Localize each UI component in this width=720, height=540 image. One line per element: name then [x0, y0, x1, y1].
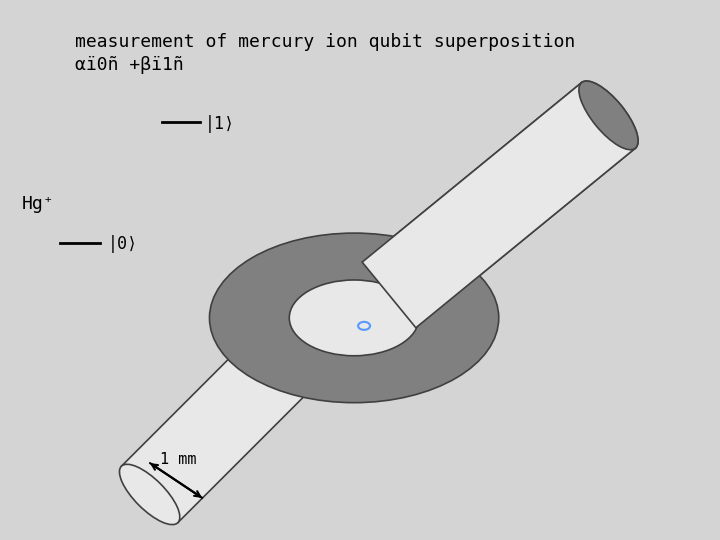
Text: |0⟩: |0⟩	[108, 235, 138, 253]
Text: Hg⁺: Hg⁺	[22, 195, 55, 213]
Ellipse shape	[579, 81, 638, 150]
Ellipse shape	[210, 233, 499, 403]
Polygon shape	[362, 83, 635, 328]
Polygon shape	[122, 287, 357, 523]
Ellipse shape	[120, 464, 180, 525]
Ellipse shape	[289, 280, 419, 356]
Text: 1 mm: 1 mm	[160, 451, 196, 467]
Ellipse shape	[579, 81, 638, 150]
Polygon shape	[362, 83, 635, 328]
Text: |1⟩: |1⟩	[204, 116, 235, 133]
Text: αï0ñ +βï1ñ: αï0ñ +βï1ñ	[75, 56, 184, 73]
Text: measurement of mercury ion qubit superposition: measurement of mercury ion qubit superpo…	[75, 32, 575, 51]
Polygon shape	[362, 83, 635, 328]
